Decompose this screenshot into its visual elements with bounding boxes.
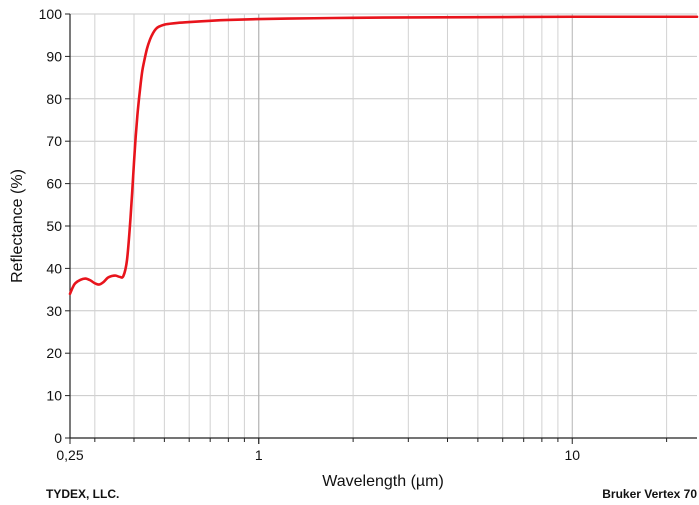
x-tick-label: 0,25 — [56, 447, 83, 463]
y-tick-label: 60 — [46, 176, 62, 192]
y-tick-label: 0 — [54, 430, 62, 446]
footer-left-label: TYDEX, LLC. — [46, 487, 119, 501]
tick-labels: 0 10 20 30 40 50 60 70 80 90 100 0,25 1 10 — [39, 6, 581, 463]
x-axis-title: Wavelength (µm) — [322, 473, 444, 490]
series-line-reflectance — [68, 15, 699, 296]
y-tick-label: 50 — [46, 218, 62, 234]
y-tick-label: 40 — [46, 260, 62, 276]
grid-lines — [70, 13, 697, 438]
y-tick-label: 80 — [46, 91, 62, 107]
footer-right-label: Bruker Vertex 70 — [602, 487, 697, 501]
y-tick-label: 20 — [46, 345, 62, 361]
y-tick-label: 70 — [46, 133, 62, 149]
y-tick-label: 30 — [46, 303, 62, 319]
x-tick-label: 10 — [564, 447, 580, 463]
y-tick-label: 100 — [39, 6, 63, 22]
series-lines — [68, 15, 699, 296]
axes — [65, 13, 697, 444]
x-tick-label: 1 — [255, 447, 263, 463]
y-axis-title: Reflectance (%) — [9, 169, 26, 283]
y-tick-label: 90 — [46, 48, 62, 64]
y-tick-label: 10 — [46, 388, 62, 404]
